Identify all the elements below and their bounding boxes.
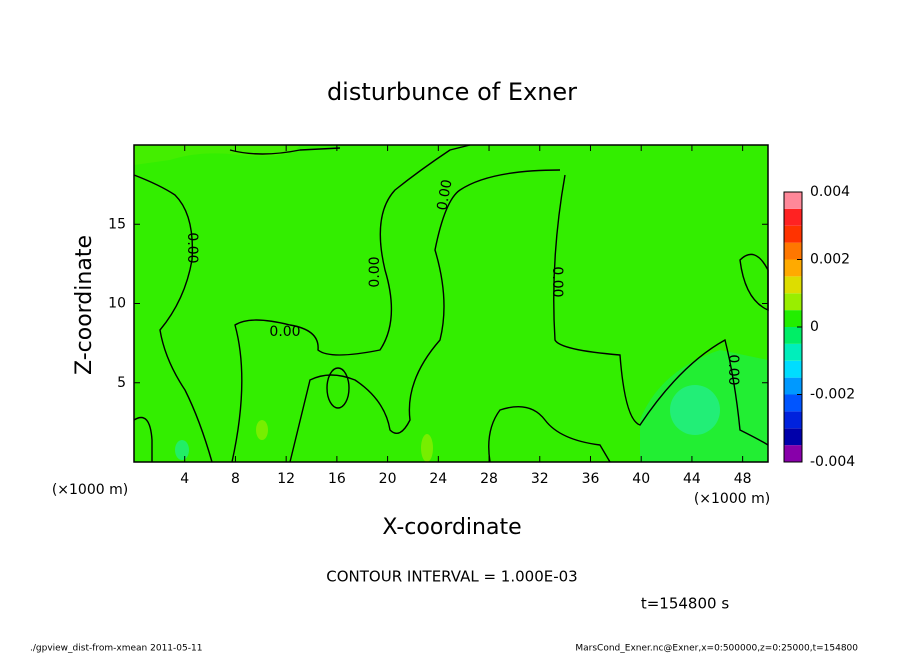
field-region bbox=[134, 145, 300, 165]
time-label: t=154800 s bbox=[641, 595, 729, 613]
x-tick-label: 28 bbox=[480, 471, 498, 487]
colorbar-segment bbox=[784, 192, 802, 209]
x-tick-label: 36 bbox=[582, 471, 600, 487]
x-unit-label: (×1000 m) bbox=[52, 482, 128, 498]
x-tick-label: 20 bbox=[379, 471, 397, 487]
colorbar-segment bbox=[784, 276, 802, 294]
x-tick-label: 44 bbox=[683, 471, 701, 487]
footer-right: MarsCond_Exner.nc@Exner,x=0:500000,z=0:2… bbox=[575, 644, 858, 654]
x-tick-label: 4 bbox=[180, 471, 189, 487]
contour-line bbox=[133, 416, 153, 462]
colorbar-tick-label: -0.002 bbox=[810, 387, 855, 403]
colorbar-segment bbox=[784, 208, 802, 226]
colorbar-segment bbox=[784, 242, 802, 260]
contour-line bbox=[326, 367, 350, 409]
colorbar-tick-label: 0 bbox=[810, 319, 819, 335]
field-region bbox=[175, 440, 189, 460]
colorbar-segment bbox=[784, 428, 802, 446]
colorbar-segment bbox=[784, 327, 802, 344]
contour-line bbox=[231, 144, 471, 463]
colorbar-segment bbox=[784, 293, 802, 311]
colorbar-segment bbox=[784, 225, 802, 243]
contour-line bbox=[229, 147, 341, 155]
x-tick-label: 12 bbox=[277, 471, 295, 487]
x-tick-label: 8 bbox=[231, 471, 240, 487]
x-tick-label: 32 bbox=[531, 471, 549, 487]
y-tick-label: 15 bbox=[108, 216, 126, 232]
colorbar-segment bbox=[784, 343, 802, 361]
field-region bbox=[670, 385, 720, 435]
y-axis-label: Z-coordinate bbox=[72, 235, 97, 375]
footer-left: ./gpview_dist-from-xmean 2011-05-11 bbox=[30, 644, 202, 654]
contour-line bbox=[133, 174, 213, 463]
colorbar-segment bbox=[784, 411, 802, 429]
contour-line bbox=[553, 174, 769, 446]
contour-label: 0.00 bbox=[367, 256, 383, 287]
colorbar-segment bbox=[784, 310, 802, 327]
colorbar-segment bbox=[784, 445, 802, 462]
colorbar-tick-label: 0.002 bbox=[810, 252, 850, 268]
colorbar-segment bbox=[784, 377, 802, 395]
colorbar-tick-label: -0.004 bbox=[810, 454, 855, 470]
contour-label: 0.00 bbox=[549, 266, 565, 297]
y-tick-label: 5 bbox=[117, 375, 126, 391]
contour-line bbox=[289, 169, 561, 463]
x-axis-label: X-coordinate bbox=[382, 515, 521, 540]
field-region bbox=[256, 420, 268, 440]
colorbar-segment bbox=[784, 360, 802, 378]
colorbar-segment bbox=[784, 259, 802, 277]
x-unit-label: (×1000 m) bbox=[694, 491, 770, 507]
x-tick-label: 40 bbox=[632, 471, 650, 487]
contours bbox=[133, 144, 769, 463]
y-tick-label: 10 bbox=[108, 296, 126, 312]
contour-label: 0.00 bbox=[184, 232, 200, 263]
field bbox=[134, 145, 768, 462]
colorbar-segment bbox=[784, 394, 802, 412]
x-tick-label: 48 bbox=[734, 471, 752, 487]
x-tick-label: 24 bbox=[429, 471, 447, 487]
colorbar-tick-label: 0.004 bbox=[810, 184, 850, 200]
contour-label: 0.00 bbox=[269, 324, 300, 340]
chart-title: disturbunce of Exner bbox=[327, 78, 577, 106]
x-tick-label: 16 bbox=[328, 471, 346, 487]
contour-label: 0.00 bbox=[725, 354, 741, 385]
contour-interval: CONTOUR INTERVAL = 1.000E-03 bbox=[326, 568, 577, 586]
contour-label: 0.00 bbox=[434, 178, 455, 211]
field-region bbox=[421, 434, 433, 462]
contour-line bbox=[488, 406, 611, 463]
